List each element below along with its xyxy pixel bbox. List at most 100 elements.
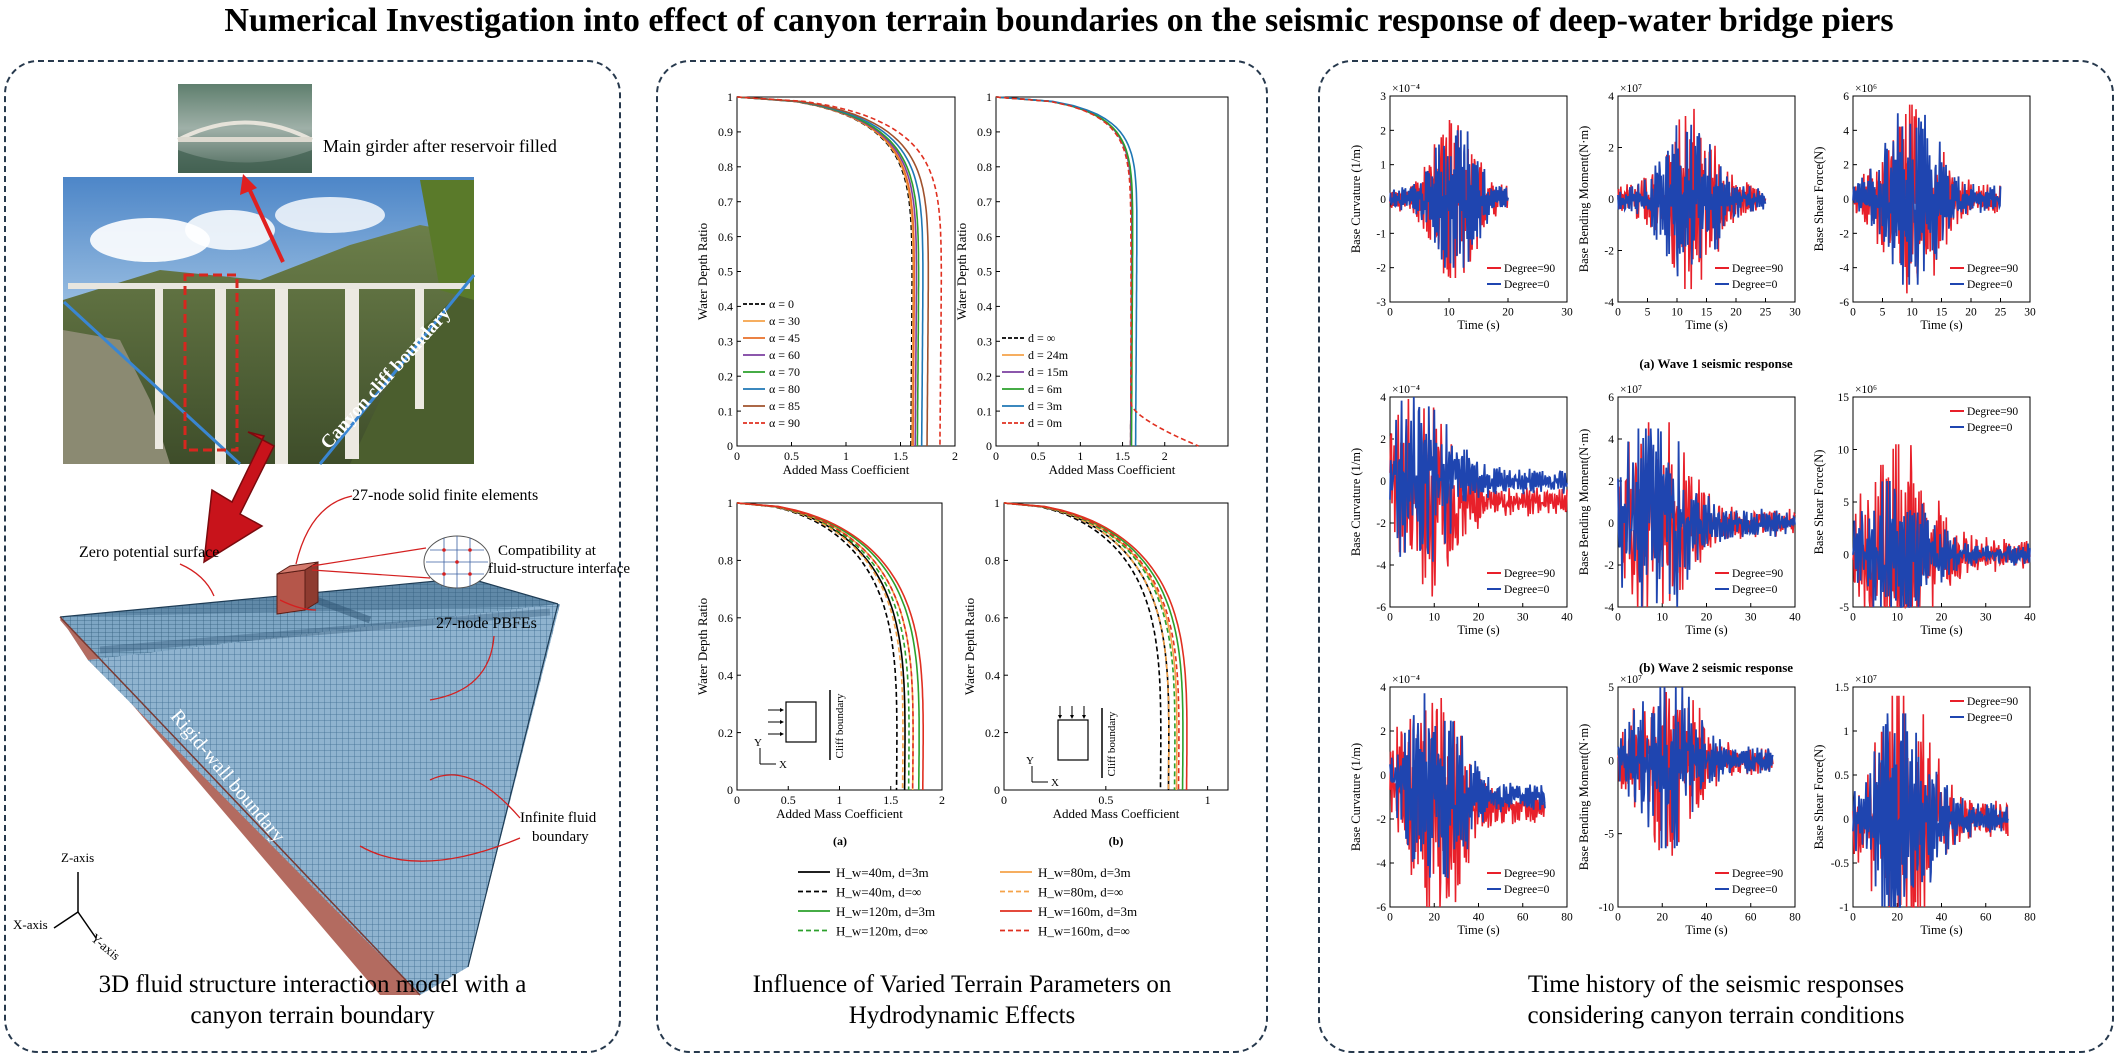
series-degree-0 (1617, 428, 1796, 608)
x-tick-label: 1 (843, 449, 849, 463)
axis-exponent: ×10⁻⁴ (1392, 384, 1420, 396)
y-tick-label: 0.1 (977, 404, 992, 418)
y-tick-label: 1 (727, 496, 733, 510)
load-arrow-head (780, 732, 784, 736)
mid-caption-line2: Hydrodynamic Effects (848, 1002, 1076, 1029)
chart-water-depth-b: 0 0.5 1 0 0.2 0.4 0.6 0.8 1 Added Mass Coefficien… (962, 496, 1229, 821)
y-tick-label: 1 (1843, 726, 1849, 738)
legend-label: H_w=160m, d=3m (1038, 904, 1137, 919)
axis-exponent: ×10⁷ (1620, 674, 1642, 686)
x-tick-label: 40 (2024, 612, 2036, 624)
left-caption-line2: canyon terrain boundary (190, 1002, 435, 1029)
y-tick-label: 0.4 (977, 300, 992, 314)
legend-label: Degree=0 (1967, 279, 2013, 291)
series-line (736, 96, 918, 447)
x-tick-label: 20 (1965, 307, 1977, 319)
axis-y-text: Y (1026, 755, 1034, 767)
y-tick-label: -0.5 (1831, 858, 1849, 870)
x-tick-label: 0 (1387, 307, 1393, 319)
axis-exponent: ×10⁷ (1620, 83, 1642, 95)
x-tick-label: 20 (1657, 912, 1669, 924)
panel-seismic-time-history (1318, 60, 2114, 1053)
y-axis-label: Base Curvature (1/m) (1349, 145, 1363, 253)
chart-w1-curvature: 0 10 20 30 -3 -2 -1 0 1 2 3 Time (s) Base Curvature … (1349, 83, 1573, 332)
x-tick-label: 20 (1473, 612, 1485, 624)
x-tick-label: 0 (1850, 612, 1856, 624)
solid-elements-label: 27-node solid finite elements (352, 487, 538, 504)
wave-response-label: (b) Wave 2 seismic response (1639, 660, 1793, 675)
y-axis-label: Base Curvature (1/m) (1349, 743, 1363, 851)
legend-label: d = 6m (1028, 382, 1063, 396)
y-tick-label: 0.1 (718, 404, 733, 418)
panel-fsi-model (4, 60, 621, 1053)
x-tick-label: 40 (1561, 612, 1573, 624)
x-tick-label: 30 (2024, 307, 2036, 319)
load-arrow-head (1070, 715, 1074, 719)
compat-label-2: fluid-structure interface (488, 561, 630, 577)
x-axis-label: Time (s) (1457, 623, 1499, 637)
load-arrow-head (780, 720, 784, 724)
y-tick-label: 0.7 (718, 195, 733, 209)
y-tick-label: 0.6 (718, 611, 733, 625)
x-axis-label: X-axis (13, 917, 48, 932)
y-tick-label: 0.2 (977, 369, 992, 383)
x-tick-label: 0 (1615, 307, 1621, 319)
inset-arrow (245, 183, 285, 263)
legend-label: H_w=120m, d=3m (836, 904, 935, 919)
inset-girder-photo (177, 84, 313, 173)
y-tick-label: 0.5 (718, 265, 733, 279)
y-tick-label: 0.8 (985, 554, 1000, 568)
chart-w3-curvature: 0 20 40 60 80 -6 -4 -2 0 2 4 Time (s) Base Curvature… (1349, 674, 1573, 937)
x-tick-label: 1.5 (893, 449, 908, 463)
legend-label: Degree=90 (1504, 263, 1555, 275)
y-tick-label: 2 (1608, 143, 1614, 155)
subfig-a-label: (a) (833, 834, 847, 848)
legend-label: Degree=0 (1732, 584, 1778, 596)
x-tick-label: 15 (1936, 307, 1948, 319)
y-tick-label: -6 (1839, 297, 1849, 309)
pier-section-box (1057, 719, 1089, 761)
axis-exponent: ×10⁷ (1855, 674, 1877, 686)
x-tick-label: 5 (1880, 307, 1886, 319)
legend-label: H_w=80m, d=3m (1038, 865, 1131, 880)
y-tick-label: -6 (1376, 602, 1386, 614)
legend-label: α = 30 (769, 314, 800, 328)
x-tick-label: 0 (1615, 912, 1621, 924)
y-tick-label: 1 (994, 496, 1000, 510)
legend-label: Degree=0 (1732, 884, 1778, 896)
y-tick-label: 5 (1608, 682, 1614, 694)
x-tick-label: 30 (1561, 307, 1573, 319)
y-axis-label: Base Shear Force(N) (1812, 450, 1826, 555)
y-tick-label: 0 (1608, 518, 1614, 530)
y-tick-label: 0.4 (718, 300, 733, 314)
x-tick-label: 0 (1850, 307, 1856, 319)
x-axis-label: Time (s) (1685, 318, 1727, 332)
chart-w1-moment: 0 5 10 15 20 25 30 -4 -2 0 2 4 Time (s) Base Bending … (1577, 83, 1801, 332)
y-axis-label: Base Bending Moment(N·m) (1577, 724, 1591, 871)
x-tick-label: 10 (1892, 612, 1904, 624)
y-tick-label: 0.9 (718, 125, 733, 139)
x-tick-label: 0.5 (1031, 449, 1046, 463)
axis-exponent: ×10⁻⁴ (1392, 83, 1420, 95)
x-tick-label: 20 (1502, 307, 1514, 319)
y-tick-label: -5 (1839, 602, 1849, 614)
series-line (736, 502, 906, 790)
x-tick-label: 1.5 (1115, 449, 1130, 463)
y-tick-label: 2 (1608, 476, 1614, 488)
series-line (736, 502, 924, 790)
legend-label: α = 85 (769, 399, 800, 413)
x-tick-label: 1 (1205, 793, 1211, 807)
y-tick-label: 0.7 (977, 195, 992, 209)
y-tick-label: -4 (1376, 858, 1386, 870)
x-tick-label: 20 (1730, 307, 1742, 319)
series-degree-0 (1389, 130, 1509, 268)
x-tick-label: 15 (1701, 307, 1713, 319)
legend-label: H_w=80m, d=∞ (1038, 885, 1123, 900)
y-axis-label: Water Depth Ratio (695, 223, 710, 320)
pier-section-box (785, 701, 817, 743)
y-tick-label: 4 (1608, 91, 1614, 103)
infinite-label-1: Infinite fluid (520, 810, 597, 826)
series-line (995, 96, 1138, 446)
